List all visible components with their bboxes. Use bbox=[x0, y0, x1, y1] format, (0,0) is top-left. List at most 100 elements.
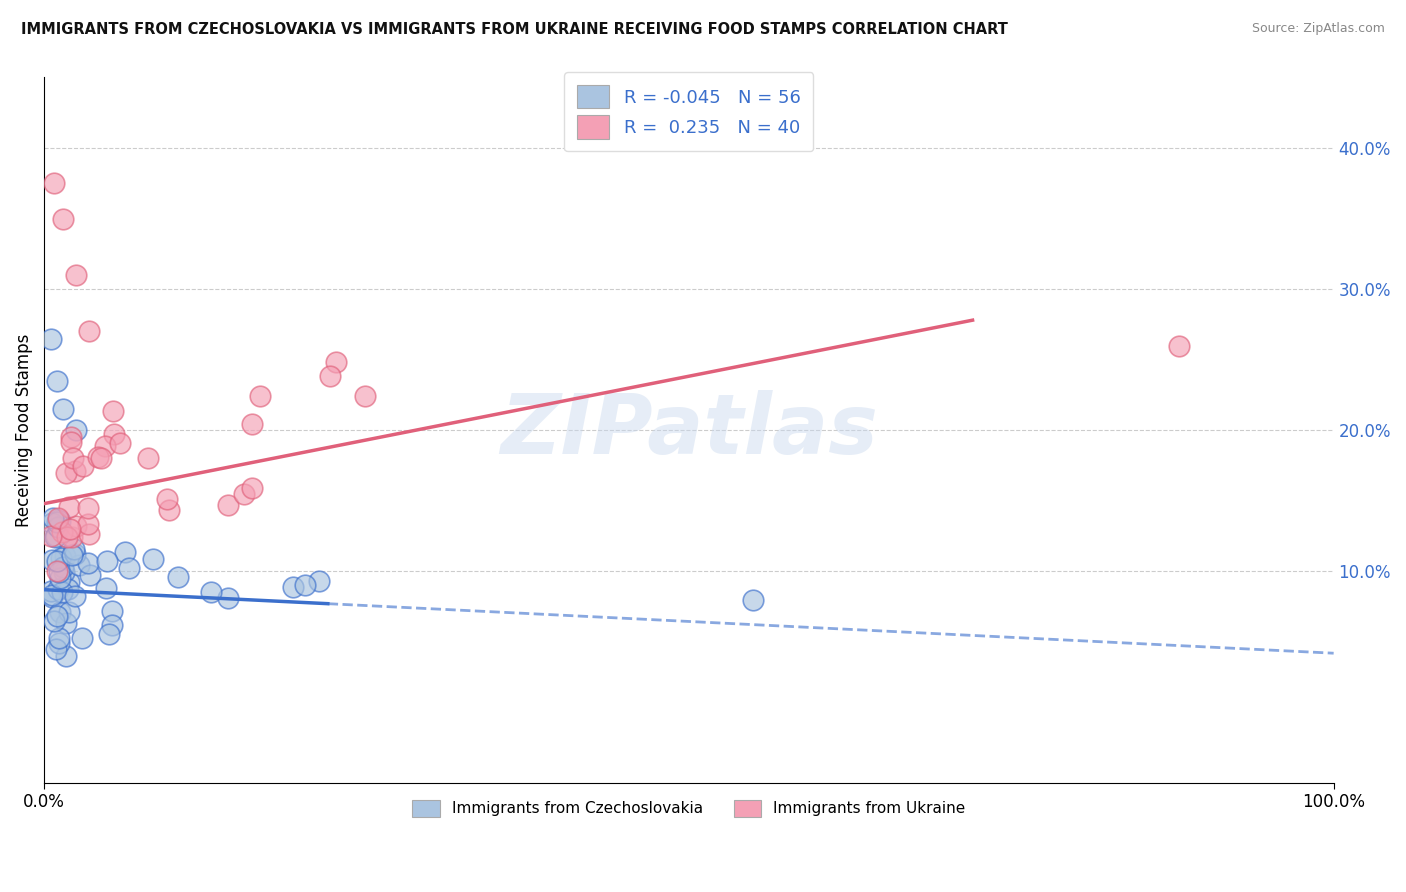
Point bbox=[94, 439, 117, 453]
Point bbox=[67, 558, 90, 572]
Y-axis label: Receiving Food Stamps: Receiving Food Stamps bbox=[15, 334, 32, 527]
Point bbox=[65, 590, 87, 604]
Point bbox=[52, 211, 75, 226]
Point bbox=[45, 515, 67, 529]
Point bbox=[90, 451, 112, 466]
Point bbox=[76, 516, 98, 531]
Point bbox=[59, 429, 82, 443]
Point bbox=[41, 516, 63, 530]
Point bbox=[1167, 338, 1189, 352]
Point bbox=[110, 435, 132, 450]
Point bbox=[42, 614, 65, 628]
Point bbox=[46, 513, 69, 527]
Point bbox=[49, 570, 72, 584]
Point bbox=[294, 578, 316, 592]
Point bbox=[56, 530, 79, 544]
Point bbox=[156, 491, 179, 506]
Point bbox=[79, 568, 101, 582]
Point bbox=[52, 566, 75, 580]
Point bbox=[53, 549, 76, 563]
Point bbox=[94, 581, 117, 595]
Point bbox=[49, 514, 72, 528]
Point bbox=[72, 458, 94, 473]
Point bbox=[44, 176, 66, 190]
Point bbox=[44, 530, 66, 544]
Point bbox=[77, 501, 100, 516]
Point bbox=[48, 566, 70, 580]
Point bbox=[56, 582, 79, 597]
Point bbox=[200, 584, 222, 599]
Point bbox=[77, 556, 100, 570]
Point bbox=[70, 631, 93, 645]
Point bbox=[48, 631, 70, 645]
Point bbox=[46, 520, 69, 534]
Point bbox=[240, 417, 263, 432]
Point bbox=[39, 583, 62, 598]
Point bbox=[46, 374, 69, 388]
Point bbox=[55, 615, 77, 630]
Point bbox=[45, 565, 67, 579]
Point bbox=[98, 627, 121, 641]
Point bbox=[325, 354, 347, 368]
Point bbox=[138, 450, 160, 465]
Point bbox=[65, 464, 87, 478]
Point bbox=[218, 498, 240, 512]
Point bbox=[41, 529, 63, 543]
Point bbox=[46, 582, 69, 596]
Text: ZIPatlas: ZIPatlas bbox=[501, 390, 877, 471]
Point bbox=[142, 552, 165, 566]
Point bbox=[58, 575, 80, 590]
Text: Source: ZipAtlas.com: Source: ZipAtlas.com bbox=[1251, 22, 1385, 36]
Point bbox=[41, 588, 63, 602]
Legend: Immigrants from Czechoslovakia, Immigrants from Ukraine: Immigrants from Czechoslovakia, Immigran… bbox=[405, 792, 973, 825]
Point bbox=[65, 518, 87, 533]
Point bbox=[101, 404, 124, 418]
Point bbox=[167, 570, 190, 584]
Point bbox=[49, 606, 72, 620]
Point bbox=[742, 592, 765, 607]
Point bbox=[62, 542, 84, 557]
Point bbox=[353, 389, 375, 403]
Point bbox=[240, 481, 263, 495]
Point bbox=[58, 606, 80, 620]
Point bbox=[65, 423, 87, 437]
Point bbox=[45, 529, 67, 543]
Point bbox=[45, 554, 67, 568]
Point bbox=[77, 526, 100, 541]
Point bbox=[59, 434, 82, 449]
Point bbox=[52, 402, 75, 417]
Point bbox=[60, 549, 83, 563]
Point bbox=[308, 574, 330, 589]
Text: IMMIGRANTS FROM CZECHOSLOVAKIA VS IMMIGRANTS FROM UKRAINE RECEIVING FOOD STAMPS : IMMIGRANTS FROM CZECHOSLOVAKIA VS IMMIGR… bbox=[21, 22, 1008, 37]
Point bbox=[55, 648, 77, 663]
Point bbox=[55, 467, 77, 481]
Point bbox=[319, 368, 342, 383]
Point bbox=[58, 500, 80, 514]
Point bbox=[51, 525, 73, 540]
Point bbox=[52, 559, 75, 574]
Point bbox=[249, 389, 271, 403]
Point bbox=[65, 268, 87, 282]
Point bbox=[41, 552, 63, 566]
Point bbox=[48, 636, 70, 650]
Point bbox=[232, 487, 254, 501]
Point bbox=[281, 580, 304, 594]
Point bbox=[51, 584, 73, 599]
Point bbox=[217, 591, 239, 605]
Point bbox=[39, 331, 62, 345]
Point bbox=[103, 427, 125, 442]
Point bbox=[49, 550, 72, 565]
Point bbox=[101, 618, 124, 632]
Point bbox=[42, 511, 65, 525]
Point bbox=[65, 547, 87, 561]
Point bbox=[118, 560, 141, 574]
Point bbox=[60, 529, 83, 543]
Point bbox=[41, 591, 63, 605]
Point bbox=[59, 522, 82, 536]
Point bbox=[46, 609, 69, 624]
Point bbox=[62, 450, 84, 465]
Point bbox=[77, 325, 100, 339]
Point bbox=[46, 511, 69, 525]
Point bbox=[114, 545, 136, 559]
Point bbox=[45, 641, 67, 656]
